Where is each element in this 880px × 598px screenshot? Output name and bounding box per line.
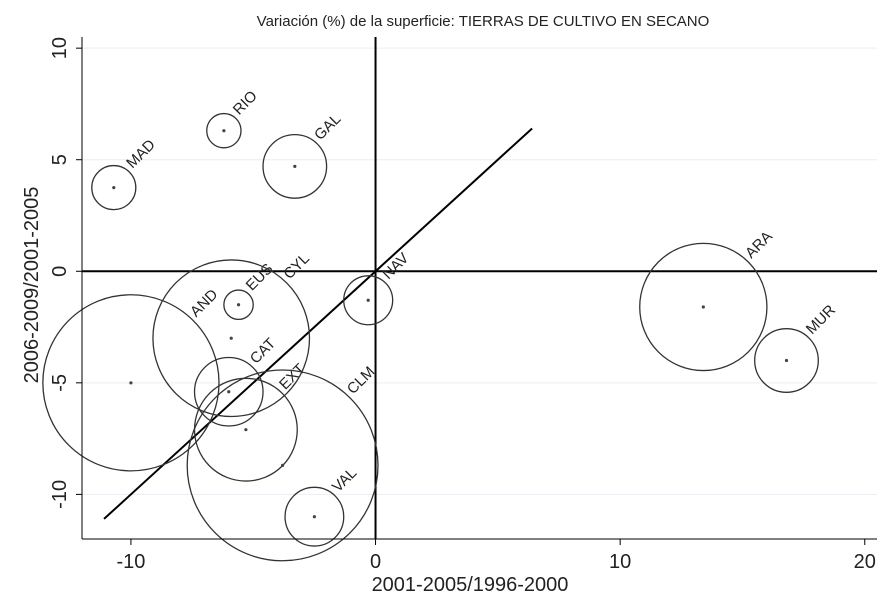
bubble-and — [42, 294, 220, 472]
y-tick-label: 0 — [49, 266, 71, 277]
chart-title: Variación (%) de la superficie: TIERRAS … — [257, 13, 710, 30]
point-gal — [293, 164, 297, 169]
point-label-mur: MUR — [803, 302, 839, 338]
bubble-nav — [343, 275, 394, 326]
point-clm — [280, 463, 285, 467]
x-axis-label: 2001-2005/1996-2000 — [372, 574, 569, 596]
bubble-gal — [262, 133, 328, 199]
bubble-val — [284, 486, 345, 547]
y-axis-label: 2006-2009/2001-2005 — [21, 187, 43, 384]
point-ara — [701, 305, 705, 309]
point-cat — [227, 390, 231, 394]
y-tick-label: 5 — [49, 154, 71, 165]
tick-labels: -10 0 10 20 -10 -5 0 5 10 — [49, 37, 876, 573]
point-label-ext: EXT — [276, 361, 309, 394]
y-tick-label: -5 — [49, 374, 71, 392]
bubble-mad — [91, 164, 137, 211]
y-tick-label: -10 — [49, 480, 71, 509]
bubble-cyl — [152, 259, 311, 418]
point-mur — [784, 358, 789, 363]
diagonal-line — [103, 127, 533, 520]
point-cyl — [229, 336, 233, 340]
axes — [76, 37, 877, 545]
point-nav — [366, 298, 370, 302]
point-label-and: AND — [187, 286, 222, 321]
point-label-ara: ARA — [742, 228, 776, 262]
bubble-mur — [754, 328, 819, 393]
point-label-clm: CLM — [344, 363, 378, 397]
x-tick-label: 10 — [609, 551, 631, 573]
diagonal-line-layer — [103, 127, 533, 520]
point-and — [129, 381, 133, 385]
y-tick-label: 10 — [49, 37, 71, 59]
point-eus — [236, 303, 241, 307]
bubble-rio — [206, 112, 242, 149]
x-tick-label: -10 — [116, 551, 145, 573]
point-ext — [244, 428, 248, 432]
point-val — [312, 515, 316, 519]
point-rio — [222, 129, 226, 133]
point-label-mad: MAD — [123, 136, 159, 172]
bubble-eus — [223, 289, 254, 321]
point-label-cyl: CYL — [280, 250, 313, 283]
x-tick-label: 0 — [370, 551, 381, 573]
point-mad — [112, 186, 116, 190]
point-label-nav: NAV — [379, 250, 412, 283]
point-label-rio: RIO — [230, 88, 261, 119]
point-label-val: VAL — [329, 464, 360, 495]
reference-lines — [82, 37, 877, 539]
point-label-gal: GAL — [311, 111, 344, 144]
bubble-clm — [186, 369, 379, 562]
bubble-ara — [639, 242, 768, 372]
bubble-cat — [193, 356, 264, 427]
x-tick-label: 20 — [854, 551, 876, 573]
